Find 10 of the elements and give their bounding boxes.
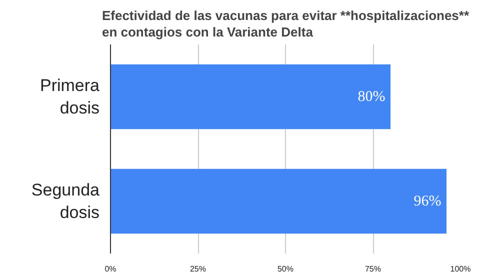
y-tick-label: Primera dosis: [40, 76, 100, 118]
x-tick-label: 0%: [104, 264, 116, 274]
chart-title: Efectividad de las vacunas para evitar **hospitalizaciones** en contagios con la Variante Delta: [102, 8, 470, 40]
x-tick-label: 50%: [277, 264, 294, 274]
x-tick-label: 100%: [450, 264, 471, 274]
data-label: 80%: [358, 88, 386, 105]
y-tick-label: Segunda dosis: [31, 180, 100, 222]
data-label: 96%: [414, 193, 442, 210]
x-tick-label: 25%: [190, 264, 206, 274]
x-tick-label: 75%: [364, 264, 382, 274]
